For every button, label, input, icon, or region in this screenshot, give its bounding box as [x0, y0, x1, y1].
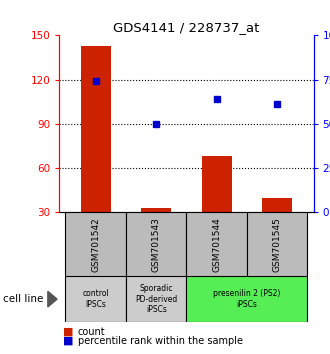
Text: GSM701545: GSM701545	[273, 217, 282, 272]
Bar	[65, 212, 126, 276]
Bar	[262, 198, 292, 212]
Text: Sporadic
PD-derived
iPSCs: Sporadic PD-derived iPSCs	[135, 284, 177, 314]
Bar	[126, 276, 186, 322]
Bar	[186, 276, 308, 322]
Text: GSM701542: GSM701542	[91, 217, 100, 272]
Text: percentile rank within the sample: percentile rank within the sample	[78, 336, 243, 346]
Text: ■: ■	[63, 327, 73, 337]
Bar	[202, 156, 232, 212]
Bar	[247, 212, 308, 276]
Text: control
IPSCs: control IPSCs	[82, 290, 109, 309]
Bar	[126, 212, 186, 276]
Text: presenilin 2 (PS2)
iPSCs: presenilin 2 (PS2) iPSCs	[213, 290, 280, 309]
Bar	[65, 276, 126, 322]
Text: cell line: cell line	[3, 294, 44, 304]
Text: GSM701544: GSM701544	[212, 217, 221, 272]
Text: GSM701543: GSM701543	[152, 217, 161, 272]
Bar	[81, 46, 111, 212]
Text: count: count	[78, 327, 105, 337]
Text: ■: ■	[63, 336, 73, 346]
Bar	[186, 212, 247, 276]
Title: GDS4141 / 228737_at: GDS4141 / 228737_at	[113, 21, 260, 34]
Bar	[141, 208, 171, 212]
